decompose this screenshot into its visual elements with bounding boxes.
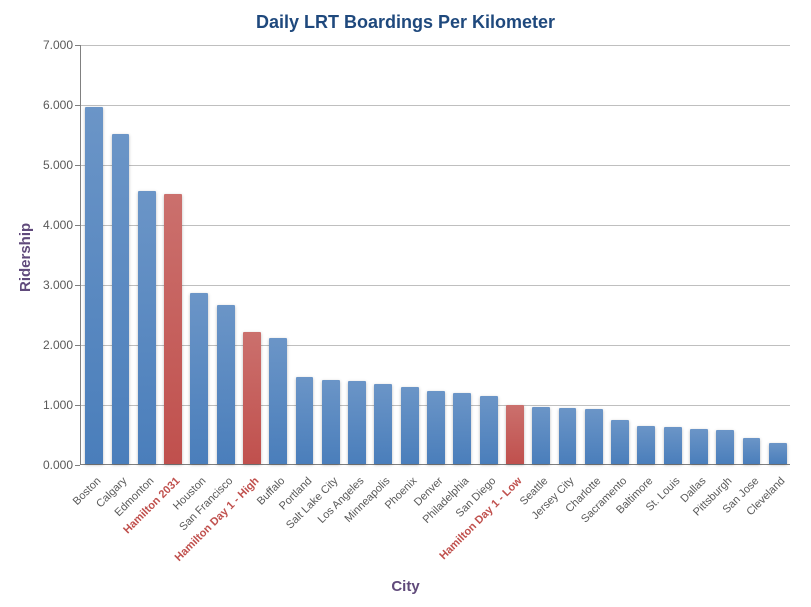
gridline — [81, 225, 790, 226]
ytick-label: 1.000 — [28, 398, 73, 412]
ytick-mark — [75, 345, 80, 346]
bar — [585, 409, 603, 464]
ytick-mark — [75, 225, 80, 226]
bar — [611, 420, 629, 464]
bar — [506, 405, 524, 464]
bar — [164, 194, 182, 464]
bar — [217, 305, 235, 464]
ytick-mark — [75, 165, 80, 166]
bar — [374, 384, 392, 464]
bar — [690, 429, 708, 464]
bar — [637, 426, 655, 464]
bar — [269, 338, 287, 464]
plot-area — [80, 45, 790, 465]
bar — [322, 380, 340, 464]
ytick-label: 3.000 — [28, 278, 73, 292]
lrt-boardings-chart: Daily LRT Boardings Per Kilometer Riders… — [0, 0, 811, 607]
bar — [85, 107, 103, 464]
chart-title: Daily LRT Boardings Per Kilometer — [0, 12, 811, 33]
ytick-label: 4.000 — [28, 218, 73, 232]
ytick-label: 6.000 — [28, 98, 73, 112]
gridline — [81, 45, 790, 46]
ytick-label: 7.000 — [28, 38, 73, 52]
ytick-mark — [75, 405, 80, 406]
gridline — [81, 345, 790, 346]
bar — [716, 430, 734, 464]
bar — [348, 381, 366, 464]
bar — [664, 427, 682, 464]
ytick-mark — [75, 465, 80, 466]
bar — [453, 393, 471, 464]
bar — [401, 387, 419, 464]
bar — [138, 191, 156, 464]
gridline — [81, 105, 790, 106]
ytick-label: 0.000 — [28, 458, 73, 472]
ytick-label: 5.000 — [28, 158, 73, 172]
bar — [427, 391, 445, 464]
bar — [532, 407, 550, 464]
bar — [243, 332, 261, 464]
bar — [190, 293, 208, 464]
ytick-label: 2.000 — [28, 338, 73, 352]
gridline — [81, 285, 790, 286]
ytick-mark — [75, 105, 80, 106]
bar — [769, 443, 787, 464]
bar — [743, 438, 761, 464]
ytick-mark — [75, 45, 80, 46]
bar — [480, 396, 498, 464]
bar — [112, 134, 130, 464]
bar — [559, 408, 577, 464]
gridline — [81, 165, 790, 166]
bar — [296, 377, 314, 464]
ytick-mark — [75, 285, 80, 286]
